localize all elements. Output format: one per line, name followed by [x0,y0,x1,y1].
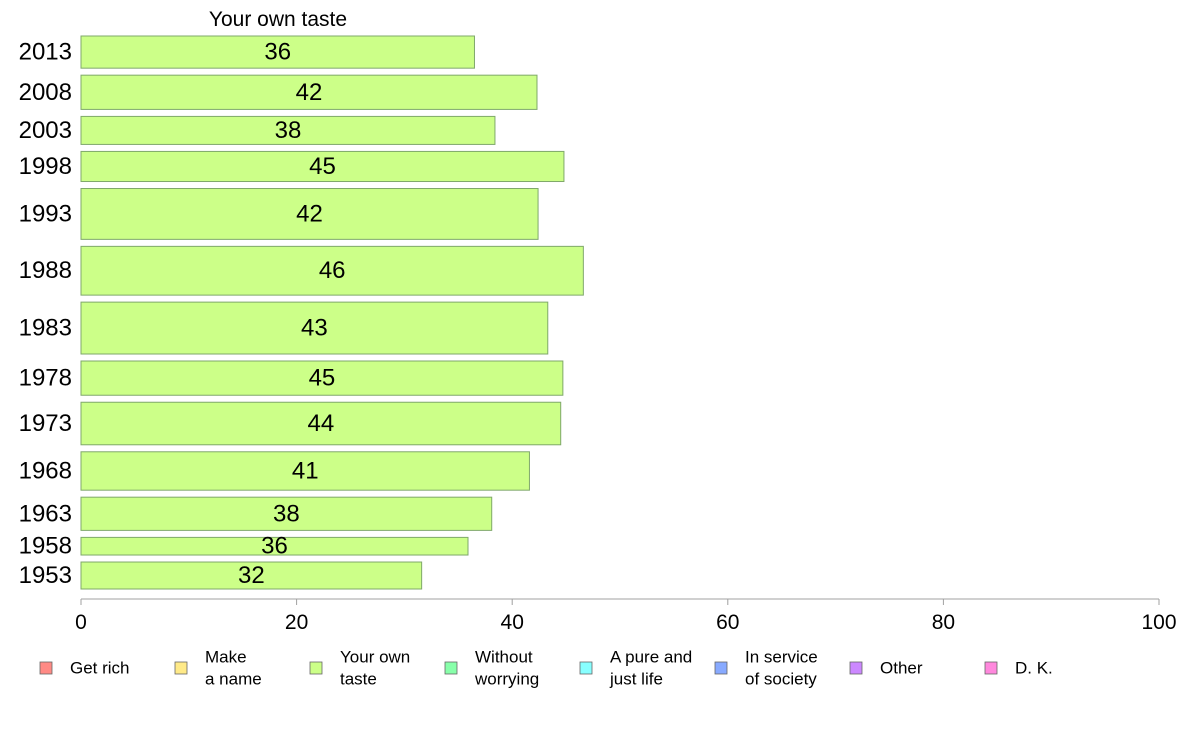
legend-swatch [849,661,863,675]
bar-value-label: 38 [275,117,302,144]
bar-group: 2013 36 2008 42 2003 38 1998 45 1993 42 1988 46 1983… [19,35,584,590]
bar-value-label: 36 [261,533,288,560]
bar-value-label: 42 [296,79,323,106]
category-label: 2008 [19,79,72,106]
legend-item: D. K. [984,659,1053,678]
legend-label: of society [745,670,817,689]
legend-item: Make a name [174,648,262,689]
bar-1993 [80,188,539,240]
bar-2003 [80,115,496,145]
legend-label: Make [205,648,247,667]
bar-value-label: 43 [301,315,328,342]
legend-item: Without worrying [444,648,539,689]
legend-label: In service [745,648,818,667]
category-label: 1958 [19,533,72,560]
legend-label: A pure and [610,648,692,667]
category-label: 1983 [19,315,72,342]
category-label: 1973 [19,410,72,437]
category-label: 1953 [19,562,72,589]
legend-label: Other [880,659,923,678]
legend-item: In service of society [714,648,818,689]
bar-1983 [80,301,549,355]
category-label: 1968 [19,457,72,484]
legend-swatch [309,661,323,675]
x-tick-label: 0 [75,611,87,634]
panel-title: Your own taste [209,8,347,31]
legend-label: just life [609,670,663,689]
legend: Get rich Make a name Your own taste Without wo… [39,648,1053,689]
category-label: 2003 [19,117,72,144]
category-label: 1978 [19,365,72,392]
bar-2013 [80,35,475,69]
legend-swatch [714,661,728,675]
bar-2008 [80,74,538,110]
legend-item: A pure and just life [579,648,692,689]
x-tick-label: 40 [501,611,524,634]
legend-swatch [984,661,998,675]
bar-value-label: 44 [308,410,335,437]
bar-1958 [80,536,469,556]
x-tick-label: 20 [285,611,308,634]
bar-value-label: 32 [238,562,265,589]
legend-label: Get rich [70,659,130,678]
bar-1998 [80,150,565,183]
bar-1963 [80,496,493,531]
legend-label: Your own [340,648,410,667]
legend-label: a name [205,670,262,689]
category-label: 2013 [19,39,72,66]
bar-value-label: 45 [309,153,336,180]
legend-label: D. K. [1015,659,1053,678]
legend-swatch [579,661,593,675]
legend-item: Get rich [39,659,130,678]
bar-1973 [80,401,562,446]
category-label: 1988 [19,257,72,284]
bar-1978 [80,360,564,396]
legend-swatch [174,661,188,675]
bar-value-label: 46 [319,257,346,284]
x-tick-label: 80 [932,611,955,634]
category-label: 1993 [19,200,72,227]
legend-label: taste [340,670,377,689]
bar-value-label: 41 [292,457,319,484]
x-axis: 0 20 40 60 80 100 [75,598,1177,634]
bar-value-label: 42 [296,200,323,227]
legend-swatch [39,661,53,675]
bar-1968 [80,451,530,491]
bar-1988 [80,245,584,296]
legend-swatch [444,661,458,675]
bar-value-label: 36 [264,39,291,66]
category-label: 1963 [19,500,72,527]
legend-label: Without [475,648,533,667]
x-tick-label: 60 [716,611,739,634]
legend-item: Your own taste [309,648,410,689]
bar-value-label: 38 [273,500,300,527]
bar-1953 [80,561,423,590]
bar-value-label: 45 [309,365,336,392]
category-label: 1998 [19,153,72,180]
x-tick-label: 100 [1141,611,1176,634]
legend-item: Other [849,659,923,678]
legend-label: worrying [474,670,539,689]
